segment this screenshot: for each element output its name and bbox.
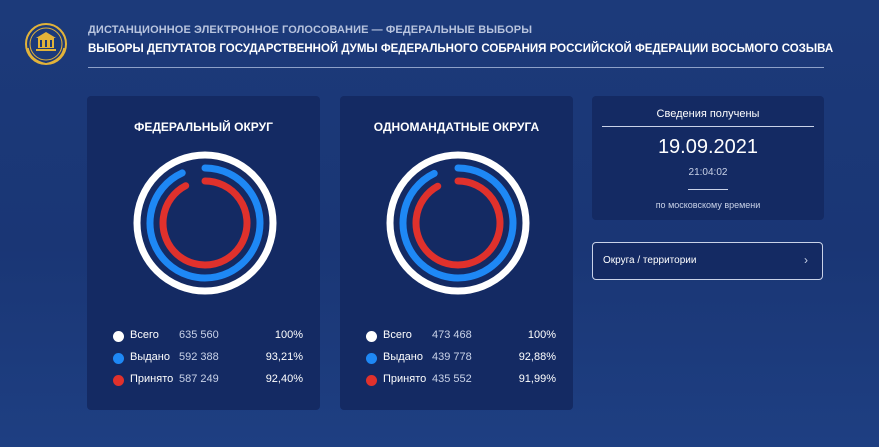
legend-label: Всего: [383, 329, 412, 341]
legend-row-issued: Выдано 592 388 93,21%: [113, 350, 303, 372]
single-mandate-title: ОДНОМАНДАТНЫЕ ОКРУГА: [373, 120, 540, 134]
legend-label: Принято: [130, 373, 174, 385]
total-dot-icon: [366, 331, 377, 342]
districts-territories-button[interactable]: Округа / территории ›: [592, 242, 823, 280]
legend-value: 435 552: [432, 373, 472, 385]
issued-ring: [399, 164, 517, 282]
legend-row-accepted: Принято 587 249 92,40%: [113, 372, 303, 394]
total-ring: [133, 151, 277, 295]
issued-ring: [146, 164, 264, 282]
header-divider: [88, 67, 824, 68]
federal-legend: Всего 635 560 100% Выдано 592 388 93,21%…: [113, 328, 303, 394]
legend-percent: 92,88%: [518, 351, 556, 363]
legend-label: Выдано: [383, 351, 423, 363]
districts-territories-label: Округа / территории: [603, 255, 697, 266]
legend-row-issued: Выдано 439 778 92,88%: [366, 350, 556, 372]
total-ring: [386, 151, 530, 295]
single-mandate-card: ОДНОМАНДАТНЫЕ ОКРУГА Всего 473 468 100% …: [340, 96, 573, 410]
legend-percent: 93,21%: [265, 351, 303, 363]
legend-row-total: Всего 635 560 100%: [113, 328, 303, 350]
accepted-ring: [412, 177, 504, 269]
legend-value: 592 388: [179, 351, 219, 363]
issued-dot-icon: [113, 353, 124, 364]
federal-district-card: ФЕДЕРАЛЬНЫЙ ОКРУГ Всего 635 560 100% Выд…: [87, 96, 320, 410]
accepted-dot-icon: [366, 375, 377, 386]
info-divider: [602, 126, 814, 127]
duma-emblem-icon: [25, 23, 67, 65]
legend-value: 635 560: [179, 329, 219, 341]
info-timezone-note: по московскому времени: [655, 200, 761, 210]
legend-value: 473 468: [432, 329, 472, 341]
accepted-ring: [159, 177, 251, 269]
page-title: ВЫБОРЫ ДЕПУТАТОВ ГОСУДАРСТВЕННОЙ ДУМЫ ФЕ…: [88, 43, 834, 55]
legend-percent: 91,99%: [518, 373, 556, 385]
legend-value: 439 778: [432, 351, 472, 363]
issued-dot-icon: [366, 353, 377, 364]
legend-row-total: Всего 473 468 100%: [366, 328, 556, 350]
legend-percent: 100%: [274, 329, 303, 341]
legend-label: Принято: [383, 373, 427, 385]
single-mandate-legend: Всего 473 468 100% Выдано 439 778 92,88%…: [366, 328, 556, 394]
header-supertitle: ДИСТАНЦИОННОЕ ЭЛЕКТРОННОЕ ГОЛОСОВАНИЕ — …: [88, 24, 533, 36]
info-date: 19.09.2021: [657, 136, 759, 158]
accepted-dot-icon: [113, 375, 124, 386]
chevron-right-icon: ›: [804, 253, 808, 267]
total-dot-icon: [113, 331, 124, 342]
legend-percent: 100%: [527, 329, 556, 341]
info-short-divider: [688, 189, 728, 190]
info-time: 21:04:02: [688, 167, 728, 178]
legend-percent: 92,40%: [265, 373, 303, 385]
legend-label: Выдано: [130, 351, 170, 363]
federal-donut-chart: [133, 151, 277, 295]
single-mandate-donut-chart: [386, 151, 530, 295]
info-card: Сведения получены 19.09.2021 21:04:02 по…: [592, 96, 824, 220]
legend-row-accepted: Принято 435 552 91,99%: [366, 372, 556, 394]
info-title: Сведения получены: [656, 108, 760, 120]
legend-value: 587 249: [179, 373, 219, 385]
federal-district-title: ФЕДЕРАЛЬНЫЙ ОКРУГ: [134, 120, 273, 134]
legend-label: Всего: [130, 329, 159, 341]
